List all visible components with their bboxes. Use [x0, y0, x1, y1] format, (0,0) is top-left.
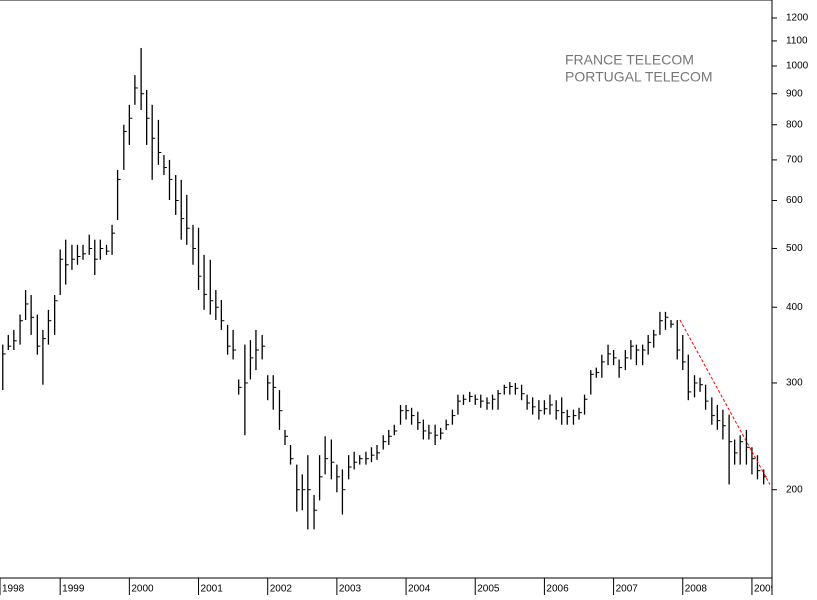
y-tick-label: 200	[786, 484, 803, 495]
x-tick-label: 2001	[201, 584, 224, 595]
y-tick-label: 500	[786, 243, 803, 254]
x-tick-label: 1998	[2, 584, 25, 595]
x-tick-label: 2002	[270, 584, 293, 595]
y-tick-label: 700	[786, 155, 803, 166]
y-tick-label: 600	[786, 195, 803, 206]
trendline	[679, 319, 771, 485]
y-tick-label: 1100	[786, 36, 808, 47]
x-tick-label: 2006	[546, 584, 569, 595]
y-tick-label: 800	[786, 119, 803, 130]
x-tick-label: 2008	[685, 584, 708, 595]
x-axis-group: 1998 1999 2000 2001 2002 2003 2004 2005 2006 2007…	[0, 578, 777, 595]
x-tick-label: 2003	[339, 584, 362, 595]
y-tick-label: 300	[786, 378, 803, 389]
x-tick-label: 1999	[62, 584, 85, 595]
x-tick-label: 2004	[408, 584, 431, 595]
chart-subtitle: PORTUGAL TELECOM	[565, 69, 713, 85]
x-tick-label: 2007	[616, 584, 639, 595]
y-tick-label: 400	[786, 302, 803, 313]
y-tick-label: 1200	[786, 13, 809, 24]
y-tick-label: 900	[786, 88, 803, 99]
x-tick-label: 2000	[131, 584, 154, 595]
x-tick-label: 2005	[477, 584, 500, 595]
y-tick-label: 1000	[786, 61, 809, 72]
chart-title: FRANCE TELECOM	[565, 52, 694, 68]
x-tick-label: 2009	[754, 584, 777, 595]
